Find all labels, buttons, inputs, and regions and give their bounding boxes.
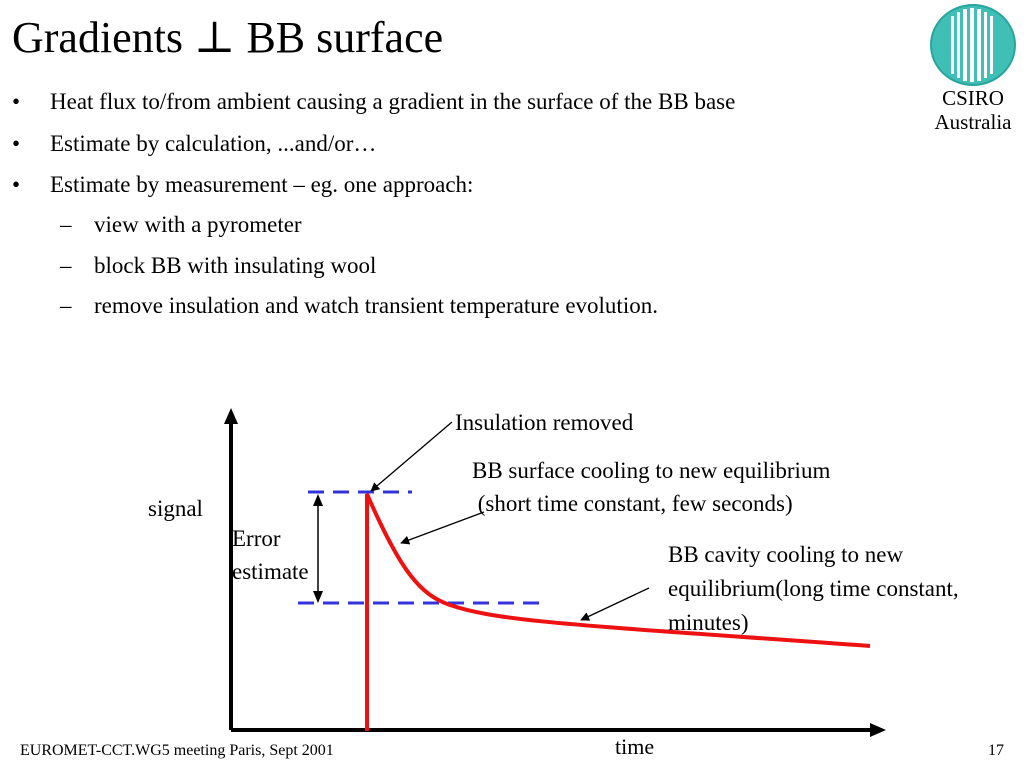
bullet-text: Heat flux to/from ambient causing a grad…	[50, 89, 736, 114]
surface-cooling-label: BB surface cooling to new equilibrium (s…	[472, 454, 830, 520]
sub-bullet-text: view with a pyrometer	[94, 212, 302, 237]
surface-cooling-line-2: (short time constant, few seconds)	[472, 491, 793, 516]
bullet-text: Estimate by measurement – eg. one approa…	[50, 172, 474, 197]
cavity-cooling-line-3: minutes)	[668, 610, 749, 635]
sub-bullet-marker: –	[60, 253, 72, 278]
error-label-line-1: Error	[232, 526, 281, 551]
surface-cooling-pointer	[400, 511, 485, 545]
csiro-logo-icon	[930, 4, 1016, 86]
error-estimate-label: Error estimate	[232, 522, 309, 588]
cavity-cooling-label: BB cavity cooling to new equilibrium(lon…	[668, 538, 959, 640]
y-axis-arrow-icon	[224, 408, 238, 424]
cavity-cooling-line-1: BB cavity cooling to new	[668, 542, 904, 567]
insulation-removed-label: Insulation removed	[455, 410, 634, 435]
signal-curve	[365, 493, 871, 731]
y-axis-label: signal	[148, 496, 203, 521]
cavity-cooling-line-2: equilibrium(long time constant,	[668, 576, 959, 601]
footer-meeting-info: EUROMET-CCT.WG5 meeting Paris, Sept 2001	[20, 742, 334, 759]
bullet-marker: •	[12, 172, 21, 197]
diagram-drawing	[224, 408, 886, 737]
sub-bullet-text: block BB with insulating wool	[94, 253, 377, 278]
error-label-line-2: estimate	[232, 559, 309, 584]
page-number: 17	[988, 742, 1004, 759]
cooling-diagram: signal time Error estimate Insulation re…	[0, 400, 1024, 759]
bullet-marker: •	[12, 131, 21, 156]
error-arrow-down-icon	[313, 591, 323, 603]
bullet-text: Estimate by calculation, ...and/or…	[50, 131, 377, 156]
organization-line-1: CSIRO	[942, 86, 1004, 110]
organization-line-2: Australia	[934, 110, 1012, 134]
slide-title: Gradients ⊥ BB surface	[12, 13, 444, 62]
organization-name: CSIRO Australia	[918, 86, 1024, 134]
bullet-marker: •	[12, 89, 21, 114]
sub-bullet-marker: –	[60, 212, 72, 237]
sub-bullet-text: remove insulation and watch transient te…	[94, 293, 658, 318]
sub-bullet-marker: –	[60, 293, 72, 318]
x-axis-label: time	[615, 734, 655, 759]
surface-cooling-line-1: BB surface cooling to new equilibrium	[472, 458, 831, 483]
x-axis-arrow-icon	[870, 723, 886, 737]
cavity-cooling-pointer	[580, 587, 650, 621]
insulation-removed-pointer	[370, 421, 453, 492]
error-arrow-up-icon	[313, 494, 323, 506]
